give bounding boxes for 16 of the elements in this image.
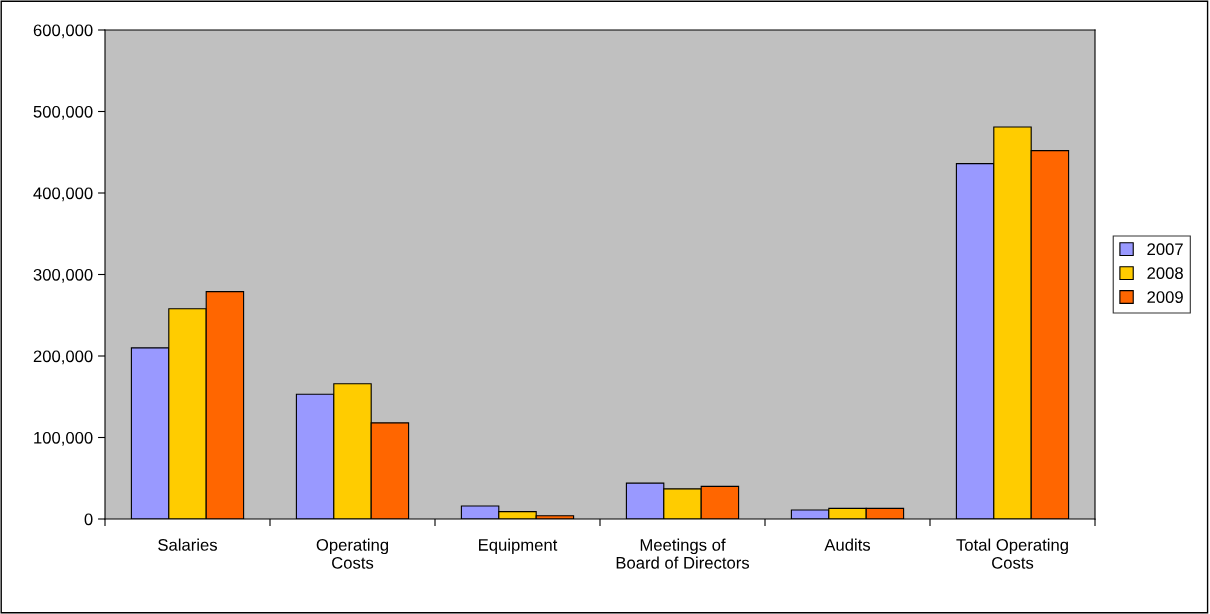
y-tick-label: 200,000	[33, 350, 93, 365]
x-tick-label: Salaries	[158, 538, 218, 551]
legend-label: 2008	[1147, 267, 1183, 280]
y-tick-label: 600,000	[33, 24, 93, 39]
x-tick-label: Equipment	[479, 538, 558, 555]
y-tick-label: 100,000	[34, 431, 93, 446]
legend-label: 2009	[1147, 291, 1183, 303]
y-tick-label: 500,000	[33, 105, 93, 120]
legend-label: 2007	[1147, 243, 1183, 256]
x-tick-label: Total Operating Costs	[956, 538, 1068, 569]
y-tick-label: 400,000	[33, 187, 93, 202]
x-tick-label: Audits	[824, 538, 871, 551]
x-tick-label: Operating Costs	[316, 538, 389, 569]
y-tick-label: 300,000	[33, 268, 93, 283]
y-tick-label: 0	[84, 513, 93, 526]
x-tick-label: Meetings of Board of Directors	[616, 538, 750, 569]
